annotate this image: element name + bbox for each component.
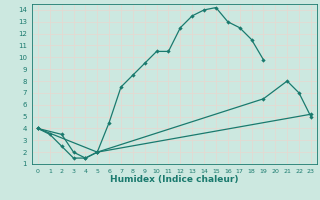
- X-axis label: Humidex (Indice chaleur): Humidex (Indice chaleur): [110, 175, 239, 184]
